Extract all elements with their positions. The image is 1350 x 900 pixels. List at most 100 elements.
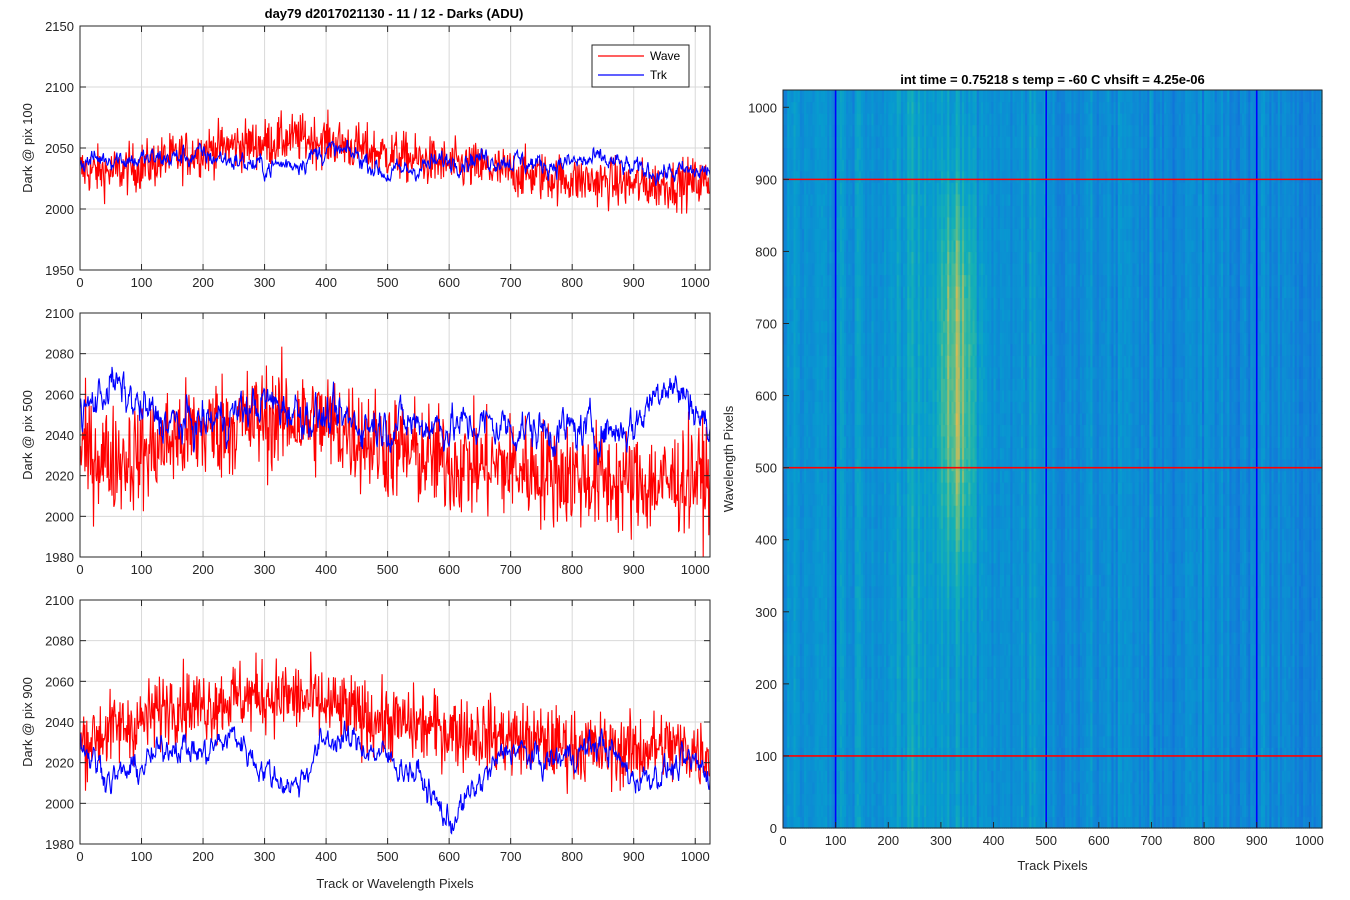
heatmap-cell [858,459,862,472]
heatmap-cell [806,516,809,529]
heatmap-cell [785,378,788,391]
heatmap-cell [844,309,847,322]
heatmap-cell [869,539,873,552]
heatmap-cell [835,216,839,229]
heatmap-cell [831,286,835,299]
heatmap-cell [820,585,824,598]
heatmap-cell [829,493,833,506]
heatmap-cell [808,401,811,414]
heatmap-cell [869,389,873,402]
heatmap-cell [785,182,788,195]
heatmap-cell [823,528,826,541]
heatmap-cell [806,597,809,610]
heatmap-cell [783,701,786,714]
heatmap-cell [852,193,856,206]
heatmap-cell [810,378,814,391]
heatmap-cell [850,735,854,748]
heatmap-cell [850,608,854,622]
heatmap-cell [865,343,868,356]
heatmap-cell [804,528,807,541]
heatmap-cell [795,493,799,506]
heatmap-cell [841,101,845,114]
heatmap-cell [871,689,875,702]
heatmap-cell [848,724,851,737]
heatmap-cell [816,251,820,264]
heatmap-cell [812,355,816,368]
heatmap-cell [791,182,795,195]
heatmap-cell [839,735,843,748]
heatmap-cell [865,412,868,426]
heatmap-cell [867,159,870,172]
heatmap-cell [818,701,822,714]
heatmap-cell [831,90,835,103]
heatmap-cell [823,147,826,160]
heatmap-cell [816,216,820,229]
heatmap-cell [869,170,873,183]
heatmap-cell [835,516,839,529]
heatmap-cell [848,205,851,218]
heatmap-cell [791,735,795,748]
heatmap-cell [841,447,845,460]
heatmap-cell [865,505,868,518]
heatmap-cell [810,447,814,460]
heatmap-cell [844,470,847,483]
heatmap-cell [835,297,839,310]
heatmap-cell [789,493,793,506]
heatmap-cell [835,724,839,737]
heatmap-cell [827,505,830,518]
heatmap-cell [789,366,793,379]
heatmap-cell [852,470,856,483]
heatmap-cell [785,574,788,587]
heatmap-cell [831,297,835,310]
heatmap-cell [856,412,860,426]
heatmap-cell [791,435,795,449]
series-line-wave [79,651,711,794]
heatmap-cell [869,101,873,114]
heatmap-cell [858,90,862,103]
heatmap-cell [865,747,868,760]
heatmap-cell [869,159,873,172]
heatmap-cell [799,147,803,160]
heatmap-cell [810,770,814,783]
heatmap-cell [808,170,811,183]
heatmap-cell [858,528,862,541]
heatmap-cell [791,205,795,218]
heatmap-cell [831,343,835,356]
heatmap-cell [839,124,843,137]
heatmap-cell [867,459,870,472]
heatmap-cell [829,666,833,679]
heatmap-cell [837,216,841,229]
heatmap-cell [816,274,820,287]
heatmap-cell [814,655,818,668]
heatmap-cell [825,724,828,737]
heatmap-cell [823,712,826,725]
heatmap-cell [854,712,858,725]
heatmap-cell [801,320,805,333]
heatmap-cell [846,366,849,379]
heatmap-cell [827,562,830,575]
heatmap-cell [791,389,795,402]
heatmap-cell [860,758,864,771]
heatmap-cell [846,378,849,391]
heatmap-cell [844,320,847,333]
heatmap-cell [797,193,801,206]
heatmap-cell [848,678,851,691]
heatmap-cell [863,378,866,391]
heatmap-cell [863,332,866,345]
heatmap-cell [806,666,809,679]
heatmap-cell [856,366,860,379]
heatmap-cell [856,816,860,829]
heatmap-cell [846,228,849,241]
heatmap-cell [820,574,824,587]
heatmap-cell [793,505,797,518]
heatmap-cell [841,781,845,795]
heatmap-cell [825,470,828,483]
heatmap-cell [850,286,854,299]
heatmap-cell [799,320,803,333]
heatmap-cell [799,412,803,426]
heatmap-cell [795,159,799,172]
heatmap-cell [789,631,793,645]
heatmap-cell [801,113,805,126]
heatmap-cell [848,551,851,564]
heatmap-cell [797,459,801,472]
